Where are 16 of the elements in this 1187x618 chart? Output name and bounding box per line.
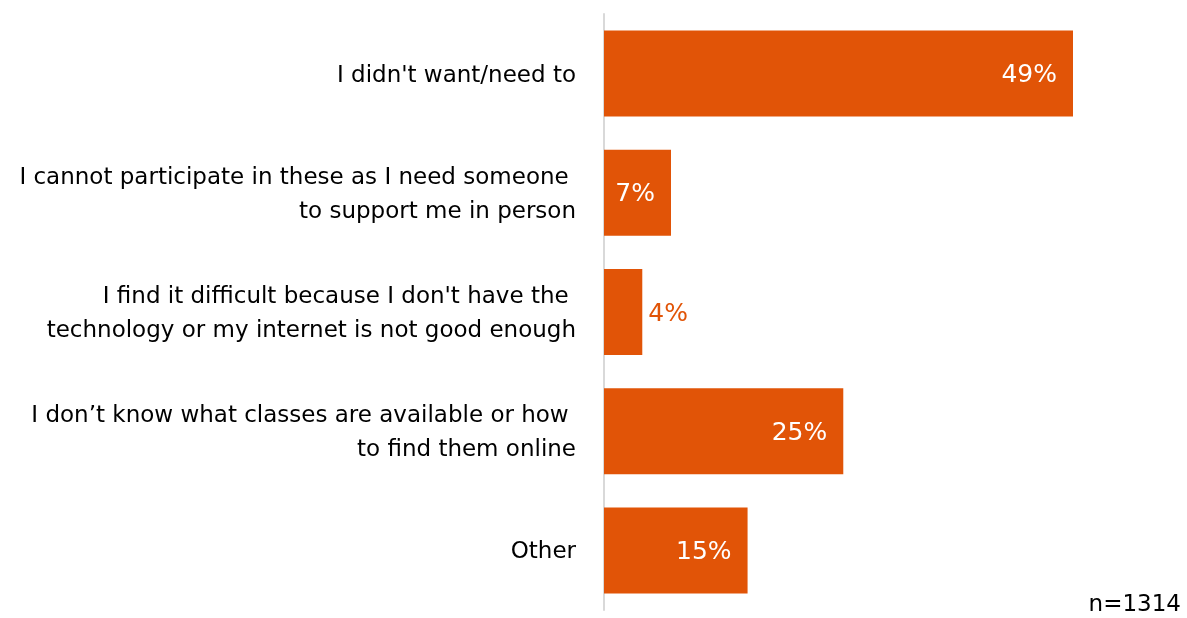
bar <box>604 30 1073 117</box>
y-tick-label: I find it difficult because I don't have the technology or my internet is not good enough <box>46 282 576 342</box>
y-tick-label: I cannot participate in these as I need someone to support me in person <box>19 162 576 223</box>
bar <box>604 507 748 594</box>
data-label: 49% <box>1001 59 1057 89</box>
y-tick-label: I don’t know what classes are available or how to find them online <box>31 401 576 462</box>
data-label: 7% <box>615 178 655 208</box>
data-label: 15% <box>675 535 732 565</box>
data-label: 25% <box>771 416 828 446</box>
bar <box>604 269 643 355</box>
text: n=1314 <box>1088 589 1182 616</box>
bar <box>604 388 844 475</box>
y-tick-label: I didn't want/need to <box>336 60 576 87</box>
y-tick-label: Other <box>510 537 577 564</box>
bar <box>604 149 671 236</box>
data-label: 4% <box>648 297 688 327</box>
